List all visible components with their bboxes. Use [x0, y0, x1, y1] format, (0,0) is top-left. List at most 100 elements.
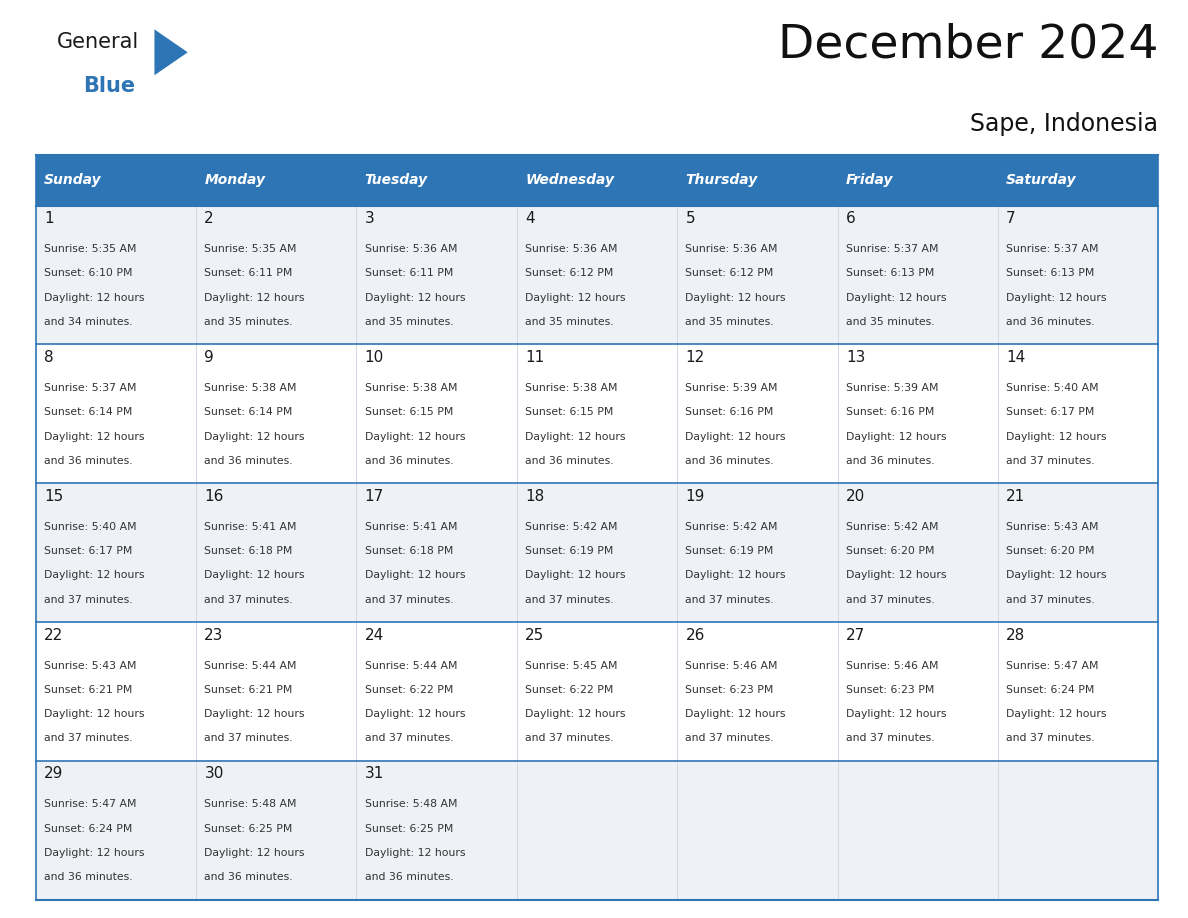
Text: 16: 16	[204, 488, 223, 504]
Text: and 37 minutes.: and 37 minutes.	[204, 595, 293, 605]
Text: Sunrise: 5:40 AM: Sunrise: 5:40 AM	[1006, 383, 1099, 393]
Text: and 37 minutes.: and 37 minutes.	[1006, 456, 1095, 465]
Text: Sunrise: 5:42 AM: Sunrise: 5:42 AM	[525, 521, 618, 532]
Text: Sunset: 6:24 PM: Sunset: 6:24 PM	[44, 823, 132, 834]
Text: Sunset: 6:18 PM: Sunset: 6:18 PM	[204, 546, 292, 556]
Text: Sunrise: 5:45 AM: Sunrise: 5:45 AM	[525, 661, 618, 670]
Text: and 35 minutes.: and 35 minutes.	[204, 317, 293, 327]
Text: Sape, Indonesia: Sape, Indonesia	[971, 112, 1158, 136]
Text: Tuesday: Tuesday	[365, 174, 428, 187]
Text: 24: 24	[365, 628, 384, 643]
Text: Daylight: 12 hours: Daylight: 12 hours	[204, 570, 305, 580]
Text: Sunrise: 5:42 AM: Sunrise: 5:42 AM	[685, 521, 778, 532]
Text: and 37 minutes.: and 37 minutes.	[525, 733, 614, 744]
Text: and 36 minutes.: and 36 minutes.	[685, 456, 775, 465]
Text: and 37 minutes.: and 37 minutes.	[525, 595, 614, 605]
Text: Sunrise: 5:46 AM: Sunrise: 5:46 AM	[685, 661, 778, 670]
Text: Sunrise: 5:38 AM: Sunrise: 5:38 AM	[525, 383, 618, 393]
Text: and 35 minutes.: and 35 minutes.	[525, 317, 614, 327]
Text: 10: 10	[365, 350, 384, 365]
Text: Sunrise: 5:38 AM: Sunrise: 5:38 AM	[204, 383, 297, 393]
Text: Sunrise: 5:44 AM: Sunrise: 5:44 AM	[365, 661, 457, 670]
Text: 7: 7	[1006, 211, 1016, 226]
Text: and 37 minutes.: and 37 minutes.	[685, 595, 775, 605]
Text: and 36 minutes.: and 36 minutes.	[204, 872, 293, 882]
Text: Sunrise: 5:37 AM: Sunrise: 5:37 AM	[1006, 244, 1099, 254]
Text: Daylight: 12 hours: Daylight: 12 hours	[365, 710, 466, 719]
Bar	[36, 761, 1158, 900]
Text: and 37 minutes.: and 37 minutes.	[204, 733, 293, 744]
Text: Daylight: 12 hours: Daylight: 12 hours	[685, 293, 786, 303]
Text: Sunset: 6:13 PM: Sunset: 6:13 PM	[846, 268, 934, 278]
Text: 17: 17	[365, 488, 384, 504]
Bar	[838, 155, 998, 206]
Text: Friday: Friday	[846, 174, 893, 187]
Text: Blue: Blue	[83, 76, 135, 96]
Bar	[36, 206, 1158, 344]
Text: Sunset: 6:14 PM: Sunset: 6:14 PM	[44, 408, 132, 418]
Text: 8: 8	[44, 350, 53, 365]
Text: and 36 minutes.: and 36 minutes.	[1006, 317, 1095, 327]
Text: and 35 minutes.: and 35 minutes.	[846, 317, 935, 327]
Text: General: General	[57, 32, 139, 52]
Text: 19: 19	[685, 488, 704, 504]
Text: Sunrise: 5:48 AM: Sunrise: 5:48 AM	[204, 800, 297, 810]
Text: Daylight: 12 hours: Daylight: 12 hours	[846, 570, 947, 580]
Text: 4: 4	[525, 211, 535, 226]
Text: Daylight: 12 hours: Daylight: 12 hours	[846, 293, 947, 303]
Bar	[998, 155, 1158, 206]
Text: Daylight: 12 hours: Daylight: 12 hours	[525, 431, 626, 442]
Text: Sunset: 6:15 PM: Sunset: 6:15 PM	[525, 408, 613, 418]
Text: Sunrise: 5:48 AM: Sunrise: 5:48 AM	[365, 800, 457, 810]
Text: 21: 21	[1006, 488, 1025, 504]
Text: Monday: Monday	[204, 174, 265, 187]
Bar	[36, 622, 1158, 761]
Text: Sunset: 6:25 PM: Sunset: 6:25 PM	[365, 823, 453, 834]
Text: Sunday: Sunday	[44, 174, 102, 187]
Text: Sunrise: 5:36 AM: Sunrise: 5:36 AM	[685, 244, 778, 254]
Text: Daylight: 12 hours: Daylight: 12 hours	[44, 848, 145, 858]
Text: 20: 20	[846, 488, 865, 504]
Text: Sunset: 6:11 PM: Sunset: 6:11 PM	[204, 268, 292, 278]
Text: Daylight: 12 hours: Daylight: 12 hours	[365, 570, 466, 580]
Text: and 37 minutes.: and 37 minutes.	[365, 595, 454, 605]
Text: Sunset: 6:21 PM: Sunset: 6:21 PM	[44, 685, 132, 695]
Text: Daylight: 12 hours: Daylight: 12 hours	[846, 710, 947, 719]
Text: Sunset: 6:15 PM: Sunset: 6:15 PM	[365, 408, 453, 418]
Text: Sunset: 6:12 PM: Sunset: 6:12 PM	[525, 268, 613, 278]
Text: and 37 minutes.: and 37 minutes.	[1006, 595, 1095, 605]
Text: Sunset: 6:25 PM: Sunset: 6:25 PM	[204, 823, 292, 834]
Text: 2: 2	[204, 211, 214, 226]
Text: Sunset: 6:23 PM: Sunset: 6:23 PM	[846, 685, 934, 695]
Text: and 36 minutes.: and 36 minutes.	[846, 456, 935, 465]
Text: and 36 minutes.: and 36 minutes.	[44, 456, 133, 465]
Bar	[517, 155, 677, 206]
Text: Daylight: 12 hours: Daylight: 12 hours	[1006, 293, 1107, 303]
Text: Daylight: 12 hours: Daylight: 12 hours	[44, 710, 145, 719]
Text: Daylight: 12 hours: Daylight: 12 hours	[44, 293, 145, 303]
Text: 12: 12	[685, 350, 704, 365]
Bar	[36, 344, 1158, 483]
Text: and 36 minutes.: and 36 minutes.	[204, 456, 293, 465]
Text: Sunrise: 5:47 AM: Sunrise: 5:47 AM	[1006, 661, 1099, 670]
Text: Sunrise: 5:41 AM: Sunrise: 5:41 AM	[365, 521, 457, 532]
Text: 18: 18	[525, 488, 544, 504]
Text: Daylight: 12 hours: Daylight: 12 hours	[685, 570, 786, 580]
Text: Daylight: 12 hours: Daylight: 12 hours	[685, 710, 786, 719]
Text: 25: 25	[525, 628, 544, 643]
Text: and 37 minutes.: and 37 minutes.	[846, 595, 935, 605]
Text: Sunset: 6:11 PM: Sunset: 6:11 PM	[365, 268, 453, 278]
Text: 14: 14	[1006, 350, 1025, 365]
Text: Sunrise: 5:40 AM: Sunrise: 5:40 AM	[44, 521, 137, 532]
Bar	[356, 155, 517, 206]
Text: Daylight: 12 hours: Daylight: 12 hours	[204, 710, 305, 719]
Text: Sunset: 6:20 PM: Sunset: 6:20 PM	[1006, 546, 1094, 556]
Text: 9: 9	[204, 350, 214, 365]
Text: 15: 15	[44, 488, 63, 504]
Text: 27: 27	[846, 628, 865, 643]
Text: Daylight: 12 hours: Daylight: 12 hours	[1006, 710, 1107, 719]
Text: 3: 3	[365, 211, 374, 226]
Text: Sunset: 6:17 PM: Sunset: 6:17 PM	[1006, 408, 1094, 418]
Text: Sunset: 6:22 PM: Sunset: 6:22 PM	[365, 685, 453, 695]
Text: and 36 minutes.: and 36 minutes.	[525, 456, 614, 465]
